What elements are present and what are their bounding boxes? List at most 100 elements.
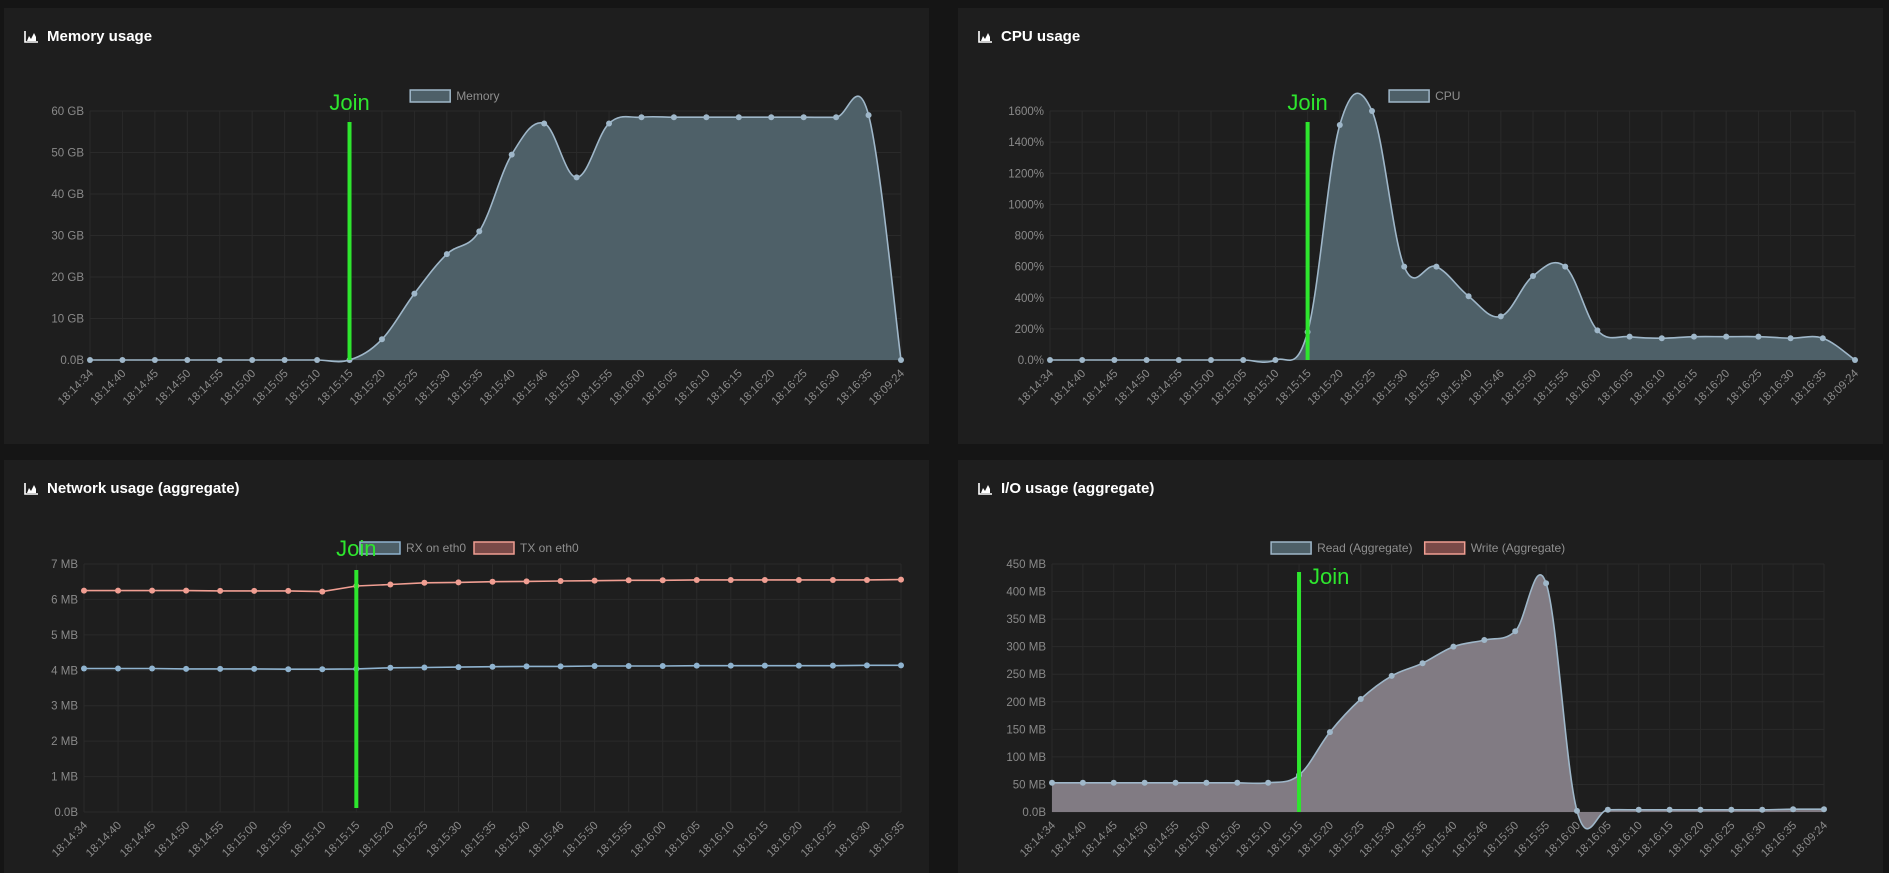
data-point[interactable] (1172, 779, 1179, 786)
data-point[interactable] (281, 357, 288, 363)
data-point[interactable] (1691, 333, 1697, 340)
data-point[interactable] (1175, 357, 1182, 363)
data-point[interactable] (87, 357, 93, 363)
data-point[interactable] (523, 578, 530, 585)
data-point[interactable] (863, 662, 870, 669)
data-point[interactable] (761, 662, 768, 669)
data-point[interactable] (115, 587, 122, 594)
data-point[interactable] (183, 587, 190, 594)
data-point[interactable] (455, 664, 462, 671)
data-point[interactable] (489, 663, 496, 670)
legend-swatch[interactable] (409, 89, 451, 103)
data-point[interactable] (829, 576, 836, 583)
data-point[interactable] (1530, 272, 1536, 279)
data-point[interactable] (387, 581, 394, 588)
data-point[interactable] (1208, 357, 1214, 363)
data-point[interactable] (443, 251, 450, 258)
data-point[interactable] (411, 290, 418, 297)
data-point[interactable] (1465, 293, 1472, 300)
data-point[interactable] (1723, 333, 1730, 340)
legend-swatch[interactable] (1388, 89, 1430, 103)
data-point[interactable] (1512, 628, 1519, 635)
data-point[interactable] (1110, 779, 1117, 786)
data-point[interactable] (1543, 580, 1550, 587)
data-point[interactable] (151, 357, 158, 363)
data-point[interactable] (1819, 335, 1826, 342)
data-point[interactable] (829, 662, 836, 669)
data-point[interactable] (1562, 263, 1569, 270)
data-point[interactable] (1079, 357, 1086, 363)
data-point[interactable] (455, 579, 462, 586)
data-point[interactable] (251, 665, 258, 672)
legend-swatch[interactable] (359, 541, 401, 555)
data-point[interactable] (557, 663, 564, 670)
data-point[interactable] (795, 662, 802, 669)
data-point[interactable] (149, 587, 156, 594)
data-point[interactable] (508, 151, 515, 158)
data-point[interactable] (1666, 806, 1673, 813)
data-point[interactable] (1626, 333, 1633, 340)
data-point[interactable] (591, 577, 598, 584)
data-point[interactable] (693, 662, 700, 669)
data-point[interactable] (1388, 672, 1395, 679)
data-point[interactable] (119, 357, 126, 363)
data-point[interactable] (1852, 357, 1858, 363)
data-point[interactable] (863, 576, 870, 583)
data-point[interactable] (1728, 806, 1735, 813)
data-point[interactable] (217, 665, 224, 672)
data-point[interactable] (557, 578, 564, 585)
data-point[interactable] (1497, 313, 1504, 320)
data-point[interactable] (1401, 263, 1408, 270)
legend-label[interactable]: Read (Aggregate) (1317, 541, 1412, 555)
data-point[interactable] (421, 664, 428, 671)
data-point[interactable] (249, 357, 256, 363)
data-point[interactable] (1604, 806, 1611, 813)
data-point[interactable] (217, 587, 224, 594)
data-point[interactable] (1234, 779, 1241, 786)
legend-swatch[interactable] (1270, 541, 1312, 555)
data-point[interactable] (735, 114, 742, 121)
data-point[interactable] (541, 120, 548, 127)
data-point[interactable] (865, 112, 872, 119)
data-point[interactable] (489, 578, 496, 585)
data-point[interactable] (319, 666, 326, 673)
data-point[interactable] (314, 357, 321, 363)
data-point[interactable] (1203, 779, 1210, 786)
data-point[interactable] (573, 174, 580, 181)
legend-label[interactable]: RX on eth0 (406, 541, 466, 555)
data-point[interactable] (1336, 122, 1343, 129)
data-point[interactable] (1143, 357, 1150, 363)
data-point[interactable] (1787, 335, 1794, 342)
data-point[interactable] (898, 576, 904, 583)
data-point[interactable] (285, 666, 292, 673)
data-point[interactable] (387, 664, 394, 671)
data-point[interactable] (1141, 779, 1148, 786)
data-point[interactable] (1240, 357, 1247, 363)
data-point[interactable] (378, 336, 385, 343)
data-point[interactable] (670, 114, 677, 121)
data-point[interactable] (1821, 806, 1827, 813)
data-point[interactable] (81, 587, 87, 594)
data-point[interactable] (1450, 643, 1457, 650)
data-point[interactable] (761, 576, 768, 583)
data-point[interactable] (727, 662, 734, 669)
data-point[interactable] (1326, 729, 1333, 736)
data-point[interactable] (625, 663, 632, 670)
data-point[interactable] (1272, 357, 1279, 363)
data-point[interactable] (523, 663, 530, 670)
data-point[interactable] (1079, 779, 1086, 786)
data-point[interactable] (1759, 806, 1766, 813)
data-point[interactable] (149, 665, 156, 672)
data-point[interactable] (285, 587, 292, 594)
data-point[interactable] (638, 114, 645, 121)
data-point[interactable] (591, 663, 598, 670)
legend-label[interactable]: Write (Aggregate) (1471, 541, 1565, 555)
data-point[interactable] (768, 114, 775, 121)
data-point[interactable] (606, 120, 613, 127)
legend-swatch[interactable] (1423, 541, 1466, 555)
legend-label[interactable]: TX on eth0 (520, 541, 579, 555)
data-point[interactable] (1265, 779, 1272, 786)
data-point[interactable] (183, 665, 190, 672)
data-point[interactable] (1419, 660, 1426, 667)
data-point[interactable] (703, 114, 710, 121)
